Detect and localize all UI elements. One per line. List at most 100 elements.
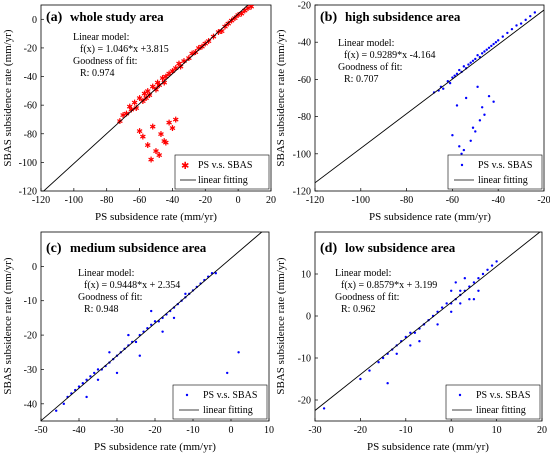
x-tick-label: -20 (537, 195, 550, 206)
data-point: ✱ (172, 115, 179, 124)
data-point (455, 104, 459, 107)
data-point (469, 139, 472, 142)
data-point (467, 63, 470, 66)
data-point: ✱ (195, 44, 202, 53)
legend-scatter-label: PS v.s. SBAS (198, 160, 252, 171)
data-point (81, 382, 85, 385)
annotation-line: Linear model: (73, 32, 129, 43)
data-point: ✱ (245, 4, 252, 13)
data-point (474, 130, 477, 133)
data-point (492, 100, 495, 103)
x-tick-label: -20 (148, 425, 161, 436)
data-point: ✱ (140, 97, 147, 106)
data-point: ✱ (133, 104, 140, 113)
x-tick-label: -80 (100, 195, 113, 206)
data-point (96, 378, 100, 381)
data-point (460, 152, 463, 155)
data-point: ✱ (156, 151, 163, 160)
data-point (368, 369, 371, 372)
marks-layer: ✱✱✱✱✱✱✱✱✱✱✱✱✱✱✱✱✱✱✱✱✱✱✱✱✱✱✱✱✱✱✱✱✱✱✱✱✱✱✱✱… (43, 4, 255, 191)
y-tick-label: -10 (24, 296, 37, 307)
y-tick-label: -40 (298, 38, 311, 49)
data-point: ✱ (172, 64, 179, 73)
y-tick-label: -20 (24, 43, 37, 54)
marks-layer (315, 232, 541, 411)
fit-line (41, 232, 263, 421)
y-tick-label: -10 (298, 354, 311, 365)
data-point: ✱ (120, 111, 127, 120)
data-point (127, 333, 130, 337)
data-point (487, 46, 491, 49)
data-point: ✱ (144, 141, 151, 150)
y-tick-label: 0 (32, 15, 37, 26)
data-point (480, 52, 484, 55)
data-point (480, 106, 484, 109)
x-tick-label: 0 (449, 425, 454, 436)
data-point (501, 35, 504, 38)
data-point (454, 281, 457, 284)
x-axis-label: PS subsidence rate (mm/yr) (94, 441, 216, 453)
data-point: ✱ (154, 78, 161, 87)
data-point: ✱ (158, 130, 165, 139)
fit-line (315, 9, 544, 184)
data-point (418, 340, 421, 343)
legend-scatter-marker: ✱ (181, 161, 189, 172)
y-axis-label: SBAS subsidence rate (mm/yr) (275, 257, 287, 395)
data-point (214, 272, 217, 275)
data-point (55, 409, 58, 412)
data-point (469, 61, 472, 64)
x-tick-label: -100 (65, 195, 83, 206)
legend-box (172, 384, 268, 420)
y-tick-label: 0 (32, 262, 37, 273)
plot-frame (40, 4, 272, 192)
legend-line-label: linear fitting (198, 175, 248, 186)
data-point: ✱ (136, 127, 143, 136)
data-point: ✱ (169, 124, 176, 133)
data-point (226, 371, 229, 375)
panel-d: -30 -20 -10 0 10 20 -20 -10 0 10 (d) low subsiden… (275, 231, 547, 453)
y-axis-label: SBAS subsidence rate (mm/yr) (275, 29, 287, 167)
data-point (450, 310, 453, 313)
panel-c: -50 -40 -30 -20 -10 0 10 -40 -30 -20 -10 0 (c) medi… (2, 231, 274, 453)
data-point: ✱ (225, 20, 232, 29)
panel-title: low subsidence area (345, 240, 456, 255)
ticks-layer: -30 -20 -10 0 10 20 -20 -10 0 10 (298, 270, 547, 437)
data-point: ✱ (148, 156, 155, 165)
data-point: ✱ (218, 27, 225, 36)
y-tick-label: -80 (24, 129, 37, 140)
data-point (519, 22, 523, 25)
y-tick-label: 10 (301, 270, 311, 281)
marks-layer (41, 232, 263, 421)
panel-title: high subsidence area (345, 9, 461, 24)
x-tick-label: 20 (266, 195, 276, 206)
data-point: ✱ (149, 123, 156, 132)
fit-line (43, 5, 249, 191)
annotation-line: Goodness of fit: (73, 56, 137, 67)
panel-title: medium subsidence area (70, 240, 207, 255)
data-point: ✱ (149, 83, 156, 92)
fit-line (315, 232, 541, 411)
data-point (462, 148, 466, 152)
x-axis-label: PS subsidence rate (mm/yr) (369, 211, 491, 223)
x-tick-label: -50 (34, 425, 47, 436)
panel-b: -120 -100 -80 -60 -40 -20 -120 -100 -80 -60 -40 -20… (275, 1, 550, 224)
data-point (459, 289, 462, 292)
data-point: ✱ (169, 67, 176, 76)
data-point (62, 402, 65, 406)
data-point: ✱ (161, 137, 168, 146)
x-tick-label: -40 (166, 195, 179, 206)
data-point: ✱ (153, 85, 160, 94)
data-point (458, 68, 461, 72)
x-tick-label: -120 (32, 195, 50, 206)
legend: PS v.s. SBAS linear fitting (172, 384, 268, 420)
y-tick-label: -100 (19, 158, 37, 169)
data-point (442, 87, 445, 90)
y-tick-label: -120 (293, 187, 311, 198)
x-axis-label: PS subsidence rate (mm/yr) (95, 211, 217, 223)
data-point (471, 59, 475, 62)
data-point (472, 298, 476, 301)
x-axis-label: PS subsidence rate (mm/yr) (367, 441, 489, 453)
marks-layer (315, 9, 544, 184)
data-point (483, 113, 486, 116)
